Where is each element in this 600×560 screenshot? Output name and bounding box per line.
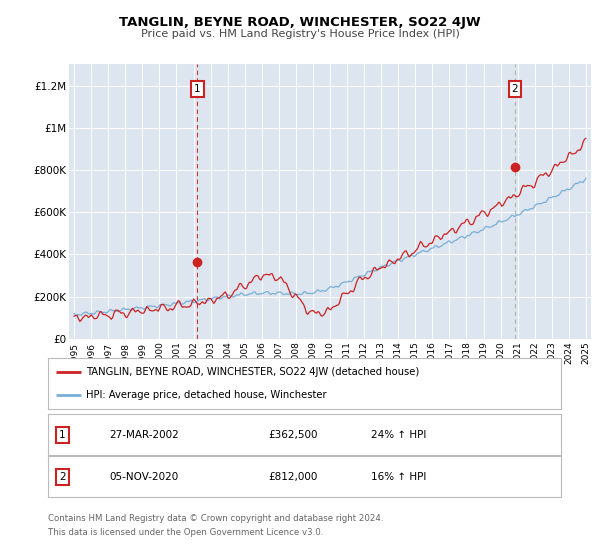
Text: 27-MAR-2002: 27-MAR-2002 xyxy=(110,430,179,440)
Text: £362,500: £362,500 xyxy=(269,430,318,440)
Text: HPI: Average price, detached house, Winchester: HPI: Average price, detached house, Winc… xyxy=(86,390,327,400)
Text: 05-NOV-2020: 05-NOV-2020 xyxy=(110,472,179,482)
Text: 2: 2 xyxy=(512,83,518,94)
Text: TANGLIN, BEYNE ROAD, WINCHESTER, SO22 4JW (detached house): TANGLIN, BEYNE ROAD, WINCHESTER, SO22 4J… xyxy=(86,367,420,377)
Text: 24% ↑ HPI: 24% ↑ HPI xyxy=(371,430,427,440)
Text: 16% ↑ HPI: 16% ↑ HPI xyxy=(371,472,427,482)
Text: 1: 1 xyxy=(194,83,201,94)
Text: 2: 2 xyxy=(59,472,65,482)
Text: £812,000: £812,000 xyxy=(269,472,318,482)
Text: 1: 1 xyxy=(59,430,65,440)
Text: TANGLIN, BEYNE ROAD, WINCHESTER, SO22 4JW: TANGLIN, BEYNE ROAD, WINCHESTER, SO22 4J… xyxy=(119,16,481,29)
Text: This data is licensed under the Open Government Licence v3.0.: This data is licensed under the Open Gov… xyxy=(48,528,323,536)
Text: Price paid vs. HM Land Registry's House Price Index (HPI): Price paid vs. HM Land Registry's House … xyxy=(140,29,460,39)
Text: Contains HM Land Registry data © Crown copyright and database right 2024.: Contains HM Land Registry data © Crown c… xyxy=(48,514,383,523)
